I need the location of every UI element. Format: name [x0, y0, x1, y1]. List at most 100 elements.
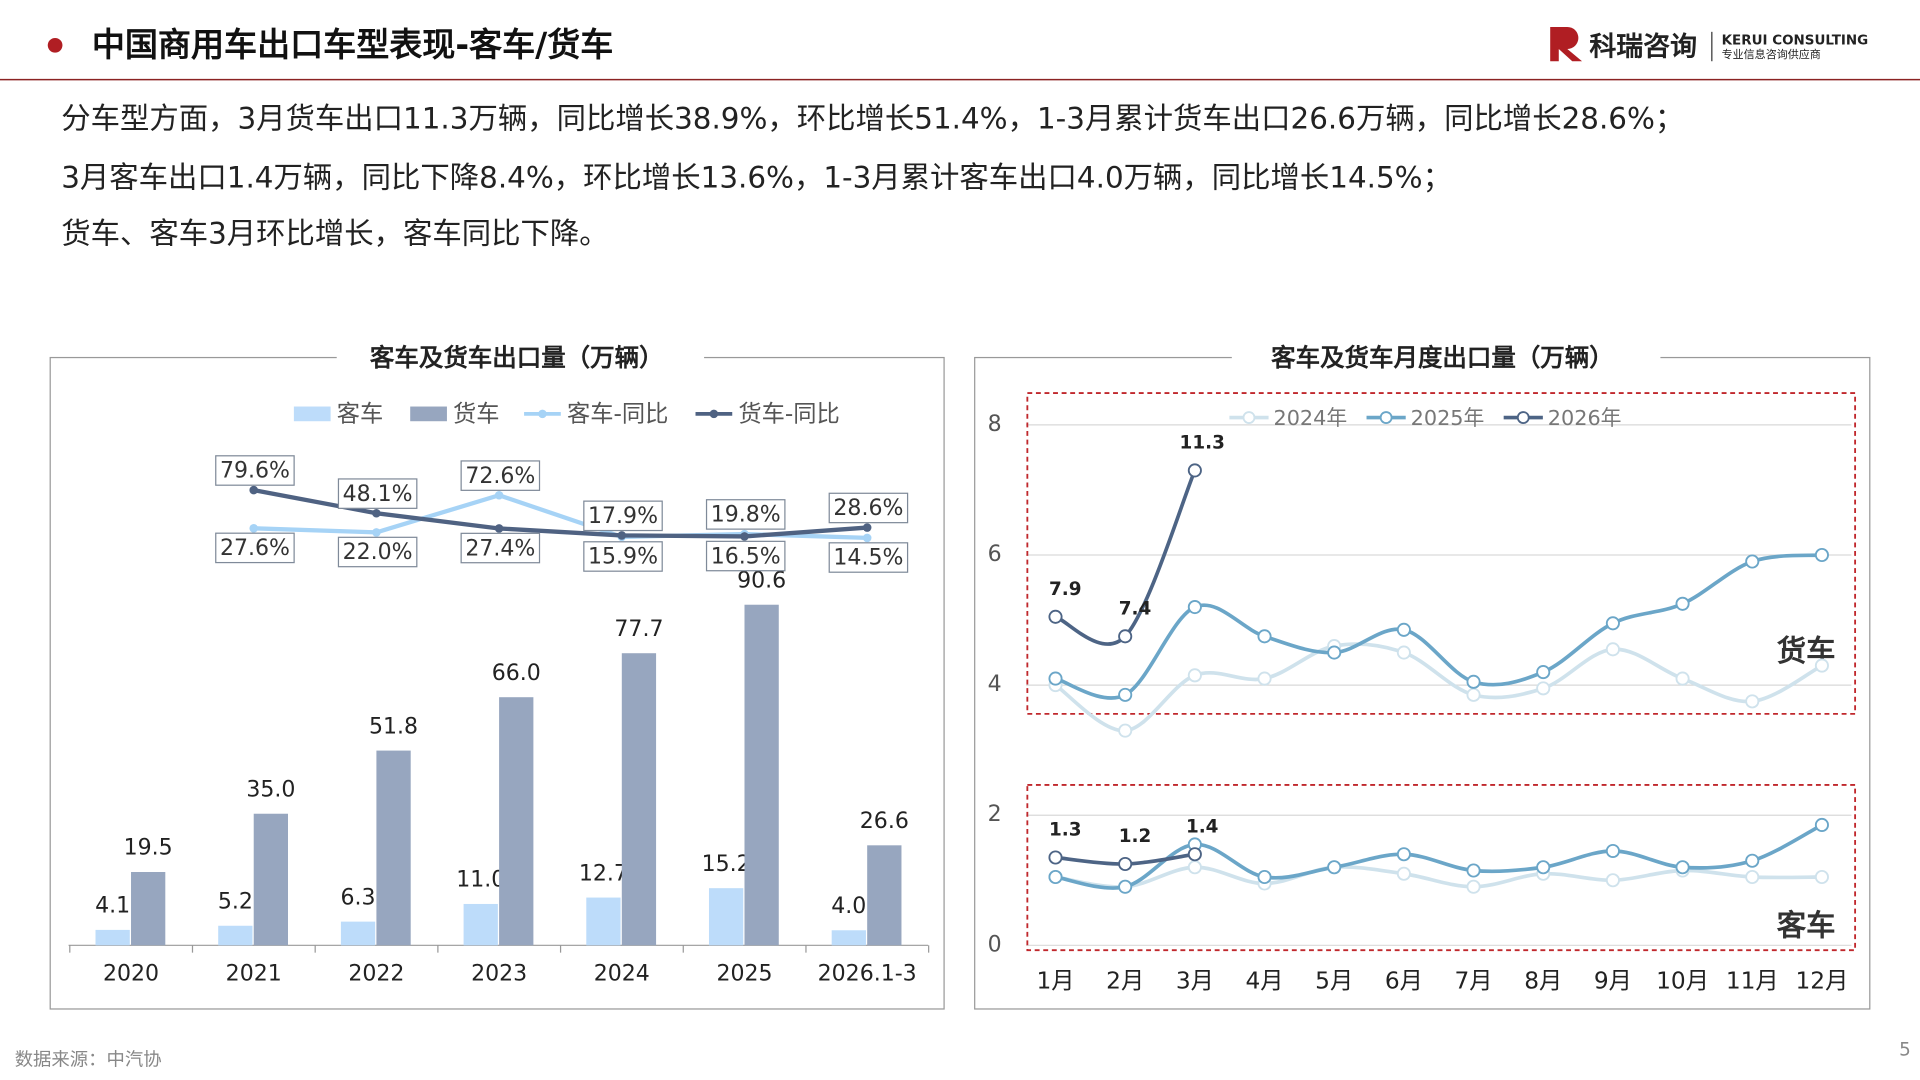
line-label: 48.1%: [343, 482, 413, 507]
line-marker: [1675, 596, 1690, 611]
page-number: 5: [1899, 1040, 1911, 1061]
line-label: 19.8%: [711, 503, 781, 528]
bar-label: 35.0: [246, 777, 295, 802]
line-marker: [1814, 869, 1829, 885]
x-tick-label: 2026.1-3: [818, 962, 917, 987]
line-marker: [1466, 879, 1481, 894]
line-marker: [1745, 694, 1760, 709]
x-tick-label: 6月: [1385, 968, 1423, 995]
line-marker: [1187, 463, 1202, 478]
label-box: [583, 541, 663, 572]
line-marker: [494, 490, 504, 500]
x-tick-label: 2021: [226, 962, 282, 987]
x-tick-label: 8月: [1524, 968, 1562, 995]
logo-mark: [1550, 26, 1583, 62]
bar-label: 11.0: [456, 868, 505, 893]
chart-title: 客车及货车出口量（万辆）: [370, 343, 664, 372]
x-tick-label: 2022: [348, 962, 404, 987]
line-marker: [862, 523, 872, 532]
title-bg: [336, 342, 705, 375]
line-marker: [1118, 687, 1133, 702]
line: [1054, 469, 1197, 646]
legend-marker: [1242, 411, 1256, 424]
line-marker: [1396, 622, 1411, 637]
x-tick-label: 2月: [1106, 968, 1144, 995]
bar-label: 12.7: [579, 861, 628, 886]
chart-title: 客车及货车月度出口量（万辆）: [1271, 343, 1614, 372]
bar-label: 26.6: [860, 809, 909, 834]
line-label: 72.6%: [465, 464, 535, 489]
line-marker: [1118, 879, 1133, 894]
legend-label: 2026年: [1548, 406, 1622, 430]
y-tick-label: 6: [988, 542, 1002, 567]
line-marker: [1536, 665, 1551, 680]
line-marker: [1466, 674, 1481, 689]
line-marker: [1048, 850, 1063, 865]
line-label: 15.9%: [588, 545, 658, 570]
line-marker: [1327, 860, 1342, 875]
x-tick-label: 2024: [594, 962, 650, 987]
line: [1055, 823, 1823, 890]
label-box: [215, 532, 295, 564]
x-tick-label: 5月: [1315, 968, 1353, 995]
label-box: [705, 499, 786, 530]
bar: [831, 930, 866, 946]
group-label: 客车: [1777, 908, 1836, 942]
line-marker: [1118, 856, 1133, 872]
logo-tagline: 专业信息咨询供应商: [1722, 47, 1821, 61]
source: 数据来源：中汽协: [15, 1049, 162, 1070]
label-box: [215, 455, 295, 486]
line-marker: [1118, 629, 1133, 644]
data-label: 7.4: [1119, 598, 1152, 619]
line-marker: [1048, 671, 1063, 686]
line-marker: [1257, 671, 1272, 686]
line-marker: [1466, 863, 1481, 878]
bar: [218, 925, 253, 946]
line-label: 27.6%: [220, 536, 290, 561]
bar: [621, 653, 657, 946]
line-marker: [1048, 869, 1063, 885]
line-label: 22.0%: [343, 540, 413, 565]
line-label: 27.4%: [465, 536, 535, 561]
x-tick-label: 2020: [103, 962, 159, 987]
chart-frame: [974, 356, 1871, 1010]
legend-swatch: [410, 406, 447, 422]
label-box: [337, 478, 418, 509]
line-marker: [1466, 687, 1481, 702]
y-tick-label: 4: [988, 672, 1002, 697]
group-box: [1026, 392, 1857, 715]
legend-label: 货车-同比: [738, 401, 839, 428]
line-marker: [1605, 843, 1620, 859]
bar: [376, 750, 411, 946]
paragraph: 3月客车出口1.4万辆，同比下降8.4%，环比增长13.6%，1-3月累计客车出…: [61, 160, 1452, 194]
line-marker: [1675, 671, 1690, 686]
data-label: 1.2: [1119, 826, 1152, 847]
line-marker: [1536, 860, 1551, 875]
line-marker: [1187, 860, 1202, 875]
legend-marker: [709, 409, 719, 419]
bar-label: 5.2: [218, 889, 253, 914]
line-marker: [1187, 847, 1202, 862]
label-box: [705, 540, 786, 572]
line-label: 79.6%: [220, 459, 290, 484]
line-label: 17.9%: [588, 504, 658, 529]
legend-marker: [1379, 411, 1393, 424]
x-tick-label: 4月: [1246, 968, 1284, 995]
line: [1055, 865, 1822, 889]
bullet: [47, 37, 63, 53]
x-tick-label: 7月: [1455, 968, 1493, 995]
paragraph: 货车、客车3月环比增长，客车同比下降。: [61, 217, 608, 251]
bar-label: 77.7: [614, 617, 663, 642]
bar: [744, 604, 779, 946]
data-label: 11.3: [1180, 432, 1225, 453]
logo-name: 科瑞咨询: [1589, 31, 1697, 62]
line-marker: [249, 524, 258, 533]
legend-label: 2025年: [1411, 406, 1485, 430]
legend-label: 货车: [453, 401, 500, 428]
y-tick-label: 8: [988, 412, 1002, 437]
line-marker: [617, 531, 627, 540]
bar: [499, 697, 534, 946]
legend-label: 客车-同比: [567, 401, 668, 428]
